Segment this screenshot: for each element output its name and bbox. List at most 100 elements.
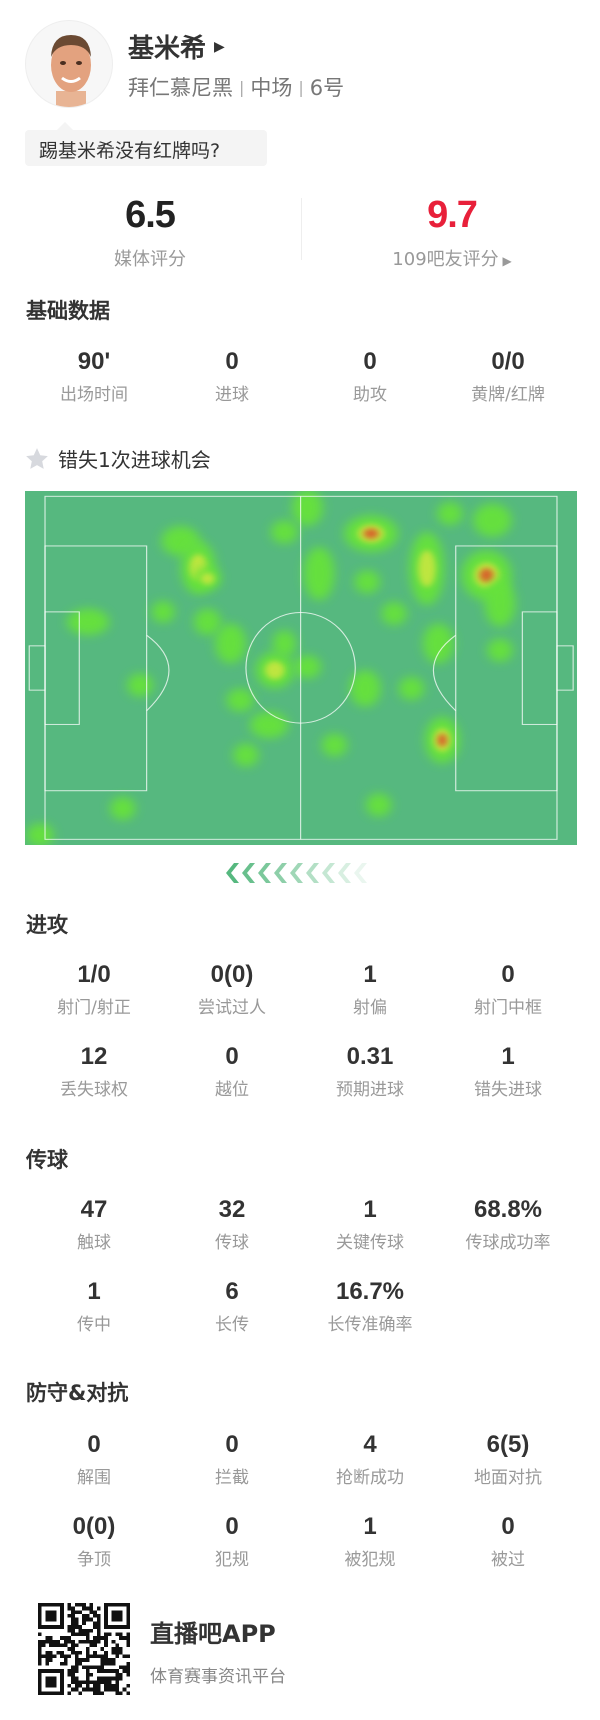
missed-chance-text: 错失1次进球机会 xyxy=(58,448,211,472)
chevron-left-icon xyxy=(322,863,335,883)
stat-value: 0 xyxy=(225,1431,239,1458)
chevron-left-icon xyxy=(226,863,239,883)
heatmap-spot xyxy=(270,520,298,544)
heatmap-spot xyxy=(294,655,322,679)
chevron-left-icon xyxy=(242,863,255,883)
stat-label: 丢失球权 xyxy=(60,1080,128,1100)
stat-label: 进球 xyxy=(215,385,249,405)
stat-label: 地面对抗 xyxy=(474,1468,542,1488)
heatmap-spot xyxy=(354,570,380,594)
stat-value: 1 xyxy=(363,961,377,988)
player-name: 基米希 xyxy=(128,34,207,64)
divider xyxy=(301,198,302,260)
passing-stats: 47 触球 32 传球 1 关键传球 68.8% 传球成功率 1 传中 6 长传 16.7% 长传准确率 xyxy=(25,1194,577,1358)
stat-cell: 0 被过 xyxy=(439,1511,577,1593)
heatmap-spot xyxy=(484,580,516,627)
heatmap-spot xyxy=(473,503,512,537)
stat-value: 0 xyxy=(501,1513,515,1540)
heatmap-spot xyxy=(487,638,513,662)
heatmap-spot xyxy=(200,572,215,585)
heatmap-spot xyxy=(249,711,289,739)
chevron-left-icon xyxy=(258,863,271,883)
media-label: 媒体评分 xyxy=(114,249,186,270)
heatmap-spot xyxy=(437,733,448,747)
stat-label: 射门/射正 xyxy=(57,998,131,1018)
heatmap-spot xyxy=(381,601,407,626)
comment-bubble[interactable]: 踢基米希没有红牌吗? xyxy=(25,122,267,166)
stat-cell: 68.8% 传球成功率 xyxy=(439,1194,577,1276)
player-avatar[interactable] xyxy=(25,20,113,108)
stat-cell: 0 助攻 xyxy=(301,346,439,428)
chevron-left-icon xyxy=(274,863,287,883)
stat-cell: 0 射门中框 xyxy=(439,959,577,1041)
heatmap-spot xyxy=(479,568,494,583)
stat-cell: 0(0) 争顶 xyxy=(25,1511,163,1593)
pitch-lines xyxy=(28,495,574,840)
stat-cell: 16.7% 长传准确率 xyxy=(301,1276,439,1358)
stat-label: 预期进球 xyxy=(336,1080,404,1100)
stat-cell: 32 传球 xyxy=(163,1194,301,1276)
stat-label: 抢断成功 xyxy=(336,1468,404,1488)
stat-cell: 0 拦截 xyxy=(163,1429,301,1511)
heatmap-spot xyxy=(193,608,221,636)
stat-value: 0 xyxy=(225,1513,239,1540)
stat-cell: 90' 出场时间 xyxy=(25,346,163,428)
stat-label: 长传准确率 xyxy=(327,1315,413,1335)
stat-value: 0 xyxy=(87,1431,101,1458)
fan-rating[interactable]: 9.7 109吧友评分 ▶ xyxy=(302,194,600,271)
heatmap-spot xyxy=(303,546,335,601)
stat-label: 关键传球 xyxy=(336,1233,404,1253)
heatmap-spot xyxy=(349,670,381,707)
stat-cell: 6 长传 xyxy=(163,1276,301,1358)
qr-code xyxy=(38,1603,130,1695)
stat-cell: 1 关键传球 xyxy=(301,1194,439,1276)
attack-direction-arrows xyxy=(226,863,367,883)
heatmap-layer xyxy=(26,491,516,845)
stat-label: 传中 xyxy=(77,1315,111,1335)
app-tagline: 体育赛事资讯平台 xyxy=(150,1667,286,1687)
basic-stats: 90' 出场时间 0 进球 0 助攻 0/0 黄牌/红牌 xyxy=(25,346,577,428)
stat-label: 被犯规 xyxy=(344,1550,396,1570)
heatmap-spot xyxy=(272,630,296,657)
media-score: 6.5 xyxy=(125,194,176,236)
stat-cell: 1 被犯规 xyxy=(301,1511,439,1593)
comment-text: 踢基米希没有红牌吗? xyxy=(39,140,221,162)
stat-value: 1/0 xyxy=(77,961,111,988)
stat-value: 32 xyxy=(218,1196,246,1223)
stat-label: 黄牌/红牌 xyxy=(471,385,545,405)
stat-label: 射偏 xyxy=(353,998,387,1018)
stat-cell: 0(0) 尝试过人 xyxy=(163,959,301,1041)
player-info: 拜仁慕尼黑 | 中场 | 6号 xyxy=(128,72,344,102)
stat-cell: 0/0 黄牌/红牌 xyxy=(439,346,577,428)
stat-value: 0 xyxy=(225,1043,239,1070)
heatmap-spot xyxy=(226,688,254,712)
stat-cell: 1/0 射门/射正 xyxy=(25,959,163,1041)
stat-cell: 0 越位 xyxy=(163,1041,301,1123)
stat-value: 12 xyxy=(80,1043,108,1070)
stat-label: 出场时间 xyxy=(60,385,128,405)
stat-label: 长传 xyxy=(215,1315,249,1335)
player-name-link[interactable]: 基米希 ▶ xyxy=(128,28,225,65)
stat-label: 争顶 xyxy=(77,1550,111,1570)
heatmap-spot xyxy=(127,673,153,697)
stat-value: 68.8% xyxy=(473,1196,543,1223)
stat-value: 4 xyxy=(363,1431,377,1458)
missed-chance-note: 错失1次进球机会 xyxy=(24,444,211,473)
app-name: 直播吧APP xyxy=(150,1620,276,1648)
stat-label: 触球 xyxy=(77,1233,111,1253)
stat-cell: 0.31 预期进球 xyxy=(301,1041,439,1123)
heatmap-spot xyxy=(215,623,246,664)
heatmap-spot xyxy=(363,528,379,539)
stat-value: 1 xyxy=(87,1278,101,1305)
caret-right-icon: ▶ xyxy=(214,38,225,55)
heatmap-spot xyxy=(398,676,425,701)
fan-score: 9.7 xyxy=(427,194,478,236)
shirt-number: 6号 xyxy=(309,76,345,100)
stat-label: 犯规 xyxy=(215,1550,249,1570)
stat-value: 0(0) xyxy=(210,961,254,988)
separator: | xyxy=(298,77,304,97)
heatmap-spot xyxy=(292,491,323,526)
heatmap-spot xyxy=(423,623,454,664)
section-title-passing: 传球 xyxy=(26,1148,68,1172)
fan-label: 109吧友评分 xyxy=(392,249,499,270)
